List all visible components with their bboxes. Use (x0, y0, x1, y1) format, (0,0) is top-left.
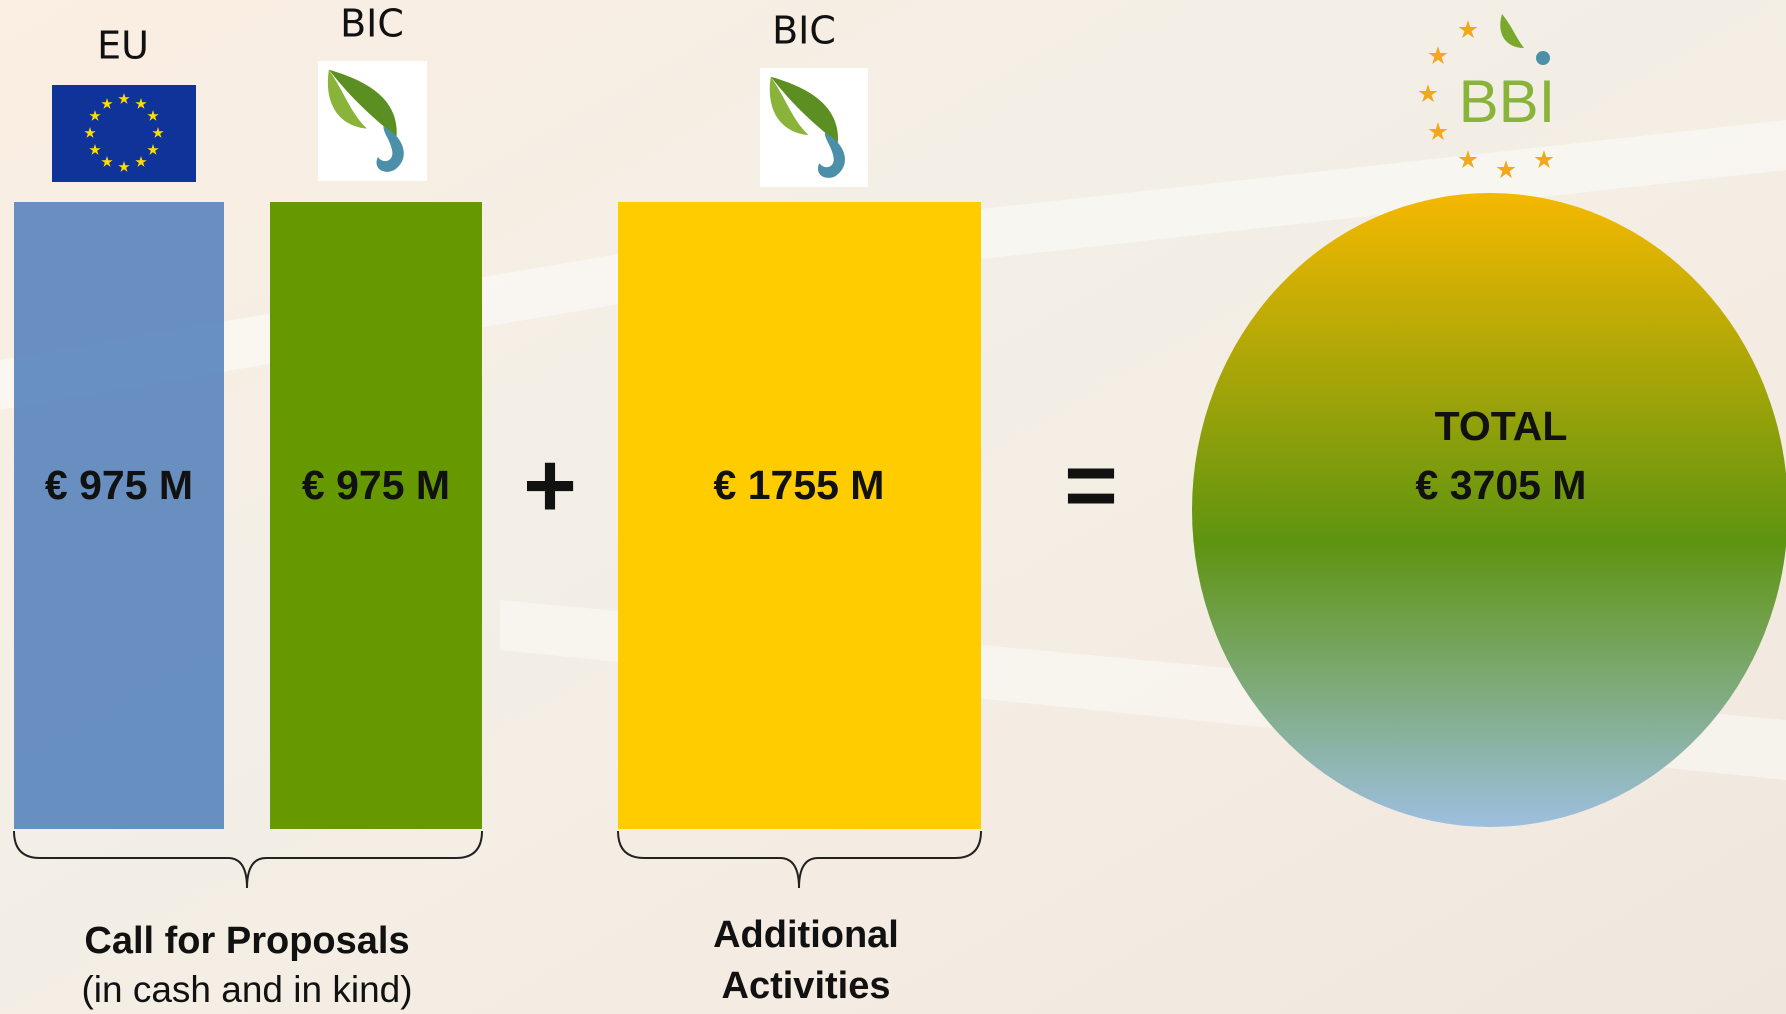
page: EU € 975 M BIC € 975 M + BIC € 1755 M = … (0, 0, 1786, 1014)
group-title: Call for Proposals (84, 920, 409, 962)
bic-logo (760, 68, 868, 187)
column-eu (14, 202, 224, 829)
amount: € 1755 M (714, 462, 885, 508)
amount: € 975 M (45, 462, 193, 508)
funder-label: BIC (772, 9, 836, 53)
bic-logo (318, 61, 427, 181)
total-label: TOTAL (1435, 403, 1568, 449)
plus-sign: + (523, 434, 577, 536)
total-circle (1192, 193, 1786, 827)
column-additional (618, 202, 981, 829)
group-subtitle: (in cash and in kind) (81, 969, 412, 1010)
slide: EU € 975 M BIC € 975 M + BIC € 1755 M = … (0, 0, 1786, 1014)
bbi-text: BBI (1459, 68, 1556, 135)
equals-sign: = (1064, 434, 1118, 536)
amount: € 975 M (302, 462, 450, 508)
total-amount: € 3705 M (1416, 462, 1587, 508)
funder-label: BIC (340, 2, 404, 46)
column-bic (270, 202, 482, 829)
group-title: Additional (713, 914, 899, 956)
funder-label: EU (97, 24, 149, 68)
group-title: Activities (722, 965, 891, 1007)
